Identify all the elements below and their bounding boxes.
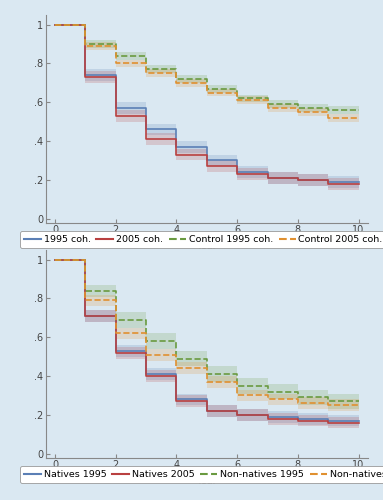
X-axis label: Year: Year (196, 241, 217, 251)
X-axis label: Year: Year (196, 476, 217, 486)
Legend: 1995 coh., 2005 coh., Control 1995 coh., Control 2005 coh.: 1995 coh., 2005 coh., Control 1995 coh.,… (20, 231, 383, 248)
Legend: Natives 1995, Natives 2005, Non-natives 1995, Non-natives 2005: Natives 1995, Natives 2005, Non-natives … (20, 466, 383, 483)
